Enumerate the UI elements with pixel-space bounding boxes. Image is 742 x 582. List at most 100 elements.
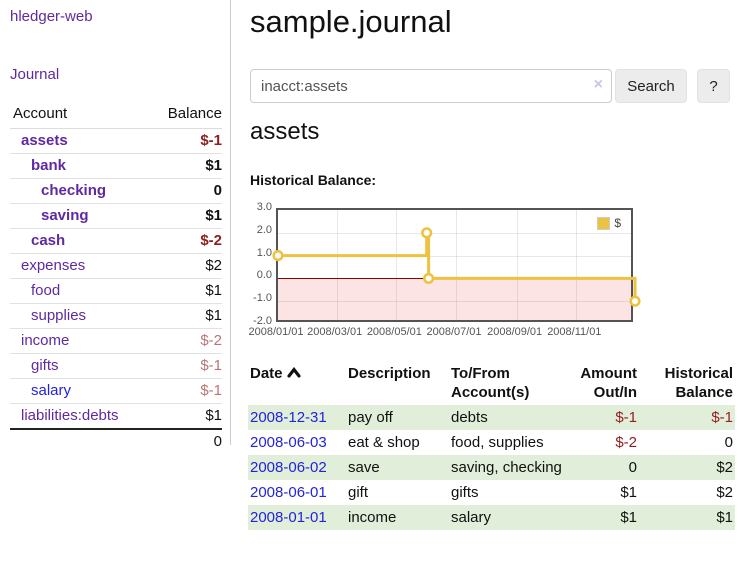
transaction-description: save: [348, 459, 380, 476]
transaction-date-link[interactable]: 2008-06-02: [250, 459, 327, 476]
chart-legend: $: [597, 216, 621, 230]
sidebar-account-link-supplies[interactable]: supplies: [31, 307, 87, 324]
help-button[interactable]: ?: [697, 69, 730, 103]
search-input-wrap: ×: [250, 69, 612, 103]
series-line: [278, 231, 637, 302]
sidebar-account-link-expenses[interactable]: expenses: [21, 257, 86, 274]
account-balance: $1: [148, 403, 222, 429]
account-row: food $1: [10, 278, 222, 304]
historical-balance-chart: $ 3.0 2.0 1.0 0.0 -1.0 -2.0 2008/01/01 2008/03…: [248, 200, 737, 342]
account-balance: $2: [148, 253, 222, 279]
app-title-link[interactable]: hledger-web: [10, 8, 93, 25]
date-header-label: Date: [250, 365, 283, 382]
legend-label: $: [614, 216, 621, 230]
clear-search-icon[interactable]: ×: [593, 76, 603, 93]
sort-ascending-icon: [286, 364, 301, 383]
sidebar-account-link-salary[interactable]: salary: [31, 382, 72, 399]
x-axis-tick-label: 2008/11/01: [547, 326, 602, 338]
transaction-accounts: gifts: [451, 484, 479, 501]
y-axis-tick-label: 1.0: [256, 246, 272, 259]
gridline: [576, 210, 578, 320]
account-row: saving $1: [10, 203, 222, 229]
tofrom-column-header: To/From Account(s): [451, 365, 530, 401]
gridline: [278, 301, 631, 303]
transaction-balance: $1: [716, 509, 733, 526]
account-balance: $-1: [148, 378, 222, 404]
search-button[interactable]: Search: [615, 69, 687, 103]
sidebar-account-link-gifts[interactable]: gifts: [31, 357, 59, 374]
transaction-date-link[interactable]: 2008-06-01: [250, 484, 327, 501]
transaction-balance: 0: [724, 434, 733, 451]
data-point-marker: [272, 250, 284, 262]
negative-value-region: [278, 278, 631, 320]
chart-plot-area: $: [272, 208, 641, 322]
transaction-amount: $-2: [615, 434, 637, 451]
account-balance: $1: [148, 303, 222, 329]
sidebar-account-link-liabilities-debts[interactable]: liabilities:debts: [21, 407, 119, 424]
sidebar-account-link-saving[interactable]: saving: [41, 207, 89, 224]
gridline: [396, 210, 398, 320]
balance-column-header: Balance: [148, 100, 222, 129]
transaction-date-link[interactable]: 2008-06-03: [250, 434, 327, 451]
account-row: liabilities:debts $1: [10, 403, 222, 429]
account-row: supplies $1: [10, 303, 222, 329]
y-axis-tick-label: 0.0: [256, 269, 272, 282]
account-row: gifts $-1: [10, 353, 222, 379]
sidebar-account-link-checking[interactable]: checking: [41, 182, 107, 199]
account-balance: $1: [148, 153, 222, 179]
sidebar-account-link-cash[interactable]: cash: [31, 232, 66, 249]
account-balance: 0: [148, 178, 222, 204]
x-axis-tick-label: 2008/07/01: [426, 326, 482, 338]
accounts-total-row: 0: [10, 428, 222, 454]
sidebar: hledger-web Journal Account Balance asse…: [0, 0, 231, 454]
transaction-accounts: salary: [451, 509, 492, 526]
sidebar-account-link-assets[interactable]: assets: [21, 132, 68, 149]
amount-column-header: Amount Out/In: [580, 365, 637, 401]
data-point-marker: [629, 295, 641, 307]
search-input[interactable]: [250, 69, 612, 103]
balance-column-header: Historical Balance: [664, 365, 733, 401]
accounts-table: Account Balance assets $-1 bank $1 checking 0…: [10, 100, 222, 454]
transaction-balance: $2: [716, 459, 733, 476]
chart-title: Historical Balance:: [250, 172, 377, 188]
transaction-amount: $-1: [615, 409, 637, 426]
main-panel: sample.journal × Search ? assets Histori…: [248, 0, 737, 582]
gridline: [516, 210, 518, 320]
total-spacer: [10, 428, 149, 454]
account-balance: $-1: [200, 132, 222, 149]
account-row: salary $-1: [10, 378, 222, 404]
account-row: cash $-2: [10, 228, 222, 254]
account-row: income $-2: [10, 328, 222, 354]
transaction-amount: 0: [628, 459, 637, 476]
y-axis-tick-label: -1.0: [253, 292, 272, 305]
data-point-marker: [421, 227, 433, 239]
transaction-accounts: food, supplies: [451, 434, 544, 451]
x-axis-tick-label: 2008/01/01: [248, 326, 304, 338]
date-column-header[interactable]: Date: [248, 361, 346, 405]
transaction-date-link[interactable]: 2008-12-31: [250, 409, 327, 426]
data-point-marker: [423, 272, 435, 284]
sidebar-account-link-food[interactable]: food: [31, 282, 61, 299]
transaction-date-link[interactable]: 2008-01-01: [250, 509, 327, 526]
transaction-amount: $1: [620, 484, 637, 501]
y-axis-tick-label: 2.0: [256, 223, 272, 236]
accounts-total-balance: 0: [148, 428, 222, 454]
y-axis-tick-label: -2.0: [253, 315, 272, 327]
transaction-accounts: debts: [451, 409, 488, 426]
sidebar-account-link-bank[interactable]: bank: [31, 157, 67, 174]
account-balance: $-2: [148, 328, 222, 354]
register-row: 2008-06-01 gift gifts $1 $2: [248, 480, 735, 505]
transaction-balance: $2: [716, 484, 733, 501]
x-axis-tick-label: 2008/05/01: [366, 326, 422, 338]
account-balance: $-2: [148, 228, 222, 254]
transaction-description: eat & shop: [348, 434, 420, 451]
sidebar-account-link-income[interactable]: income: [21, 332, 70, 349]
description-column-header: Description: [348, 365, 431, 382]
gridline: [278, 232, 631, 234]
account-balance: $1: [148, 278, 222, 304]
balance-line-series: [272, 227, 641, 307]
sidebar-item-journal[interactable]: Journal: [10, 66, 60, 83]
transaction-amount: $1: [620, 509, 637, 526]
y-axis-tick-label: 3.0: [256, 201, 272, 213]
register-header-row: Date Description To/From Account(s) Amou…: [248, 361, 735, 405]
